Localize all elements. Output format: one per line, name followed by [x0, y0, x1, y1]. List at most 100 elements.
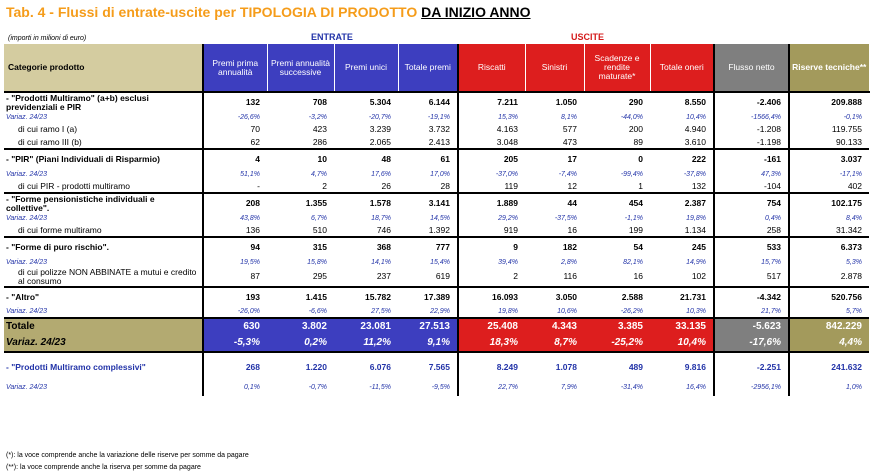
cell-value: -1.208	[714, 123, 790, 136]
spacer-cell	[4, 350, 204, 356]
cell-value: -37,8%	[650, 169, 715, 180]
cell-value: -17,6%	[714, 335, 790, 352]
cell-value: 119.755	[831, 124, 862, 135]
cell-value: 5,3%	[846, 258, 862, 266]
row-label: Variaz. 24/23	[4, 306, 204, 318]
cell-value: 29,2%	[498, 214, 518, 222]
row-label: Variaz. 24/23	[4, 379, 204, 396]
cell-value: 3.141	[398, 193, 459, 213]
header-riscatti: Riscatti	[458, 44, 526, 92]
cell-value: -1566,4%	[714, 112, 790, 123]
cell-value: 0,2%	[267, 335, 334, 352]
cell-value: 295	[312, 271, 327, 282]
cell-value: 25.408	[458, 317, 525, 336]
spacer-cell	[334, 350, 398, 356]
cell-value: 132	[245, 97, 260, 108]
cell-value: 14,9%	[650, 257, 715, 268]
cell-value: 6.144	[398, 92, 459, 112]
title-period: DA INIZIO ANNO	[421, 4, 531, 20]
cell-value: 15,3%	[498, 113, 518, 121]
cell-value: 8,7%	[525, 335, 584, 352]
cell-value: 237	[376, 271, 391, 282]
cell-value: -104	[714, 180, 790, 193]
cell-value: 1	[638, 180, 643, 191]
cell-value: -25,2%	[584, 335, 650, 352]
cell-value: 8,1%	[561, 113, 577, 121]
cell-value: 14,1%	[371, 258, 391, 266]
footnotes: (*): la voce comprende anche la variazio…	[6, 450, 249, 474]
header-premi-annualita-successive: Premi annualità successive	[267, 44, 335, 92]
cell-value: 746	[376, 224, 391, 235]
row-label: di cui PIR - prodotti multiramo	[4, 180, 204, 193]
cell-value: 2.413	[398, 136, 459, 149]
cell-value: 510	[312, 224, 327, 235]
cell-value: 54	[633, 242, 643, 253]
header-premi-unici: Premi unici	[334, 44, 399, 92]
header-sinistri: Sinistri	[525, 44, 585, 92]
cell-value: 21,7%	[714, 306, 790, 318]
total-variation-row: Variaz. 24/23 -5,3% 0,2% 11,2% 9,1% 18,3% 8,7%…	[4, 335, 869, 352]
cell-value: 286	[312, 136, 327, 147]
cell-value: 6,7%	[311, 214, 327, 222]
cell-value: 119	[504, 180, 518, 191]
cell-value: 17,0%	[398, 169, 459, 180]
cell-value: 708	[312, 97, 327, 108]
cell-value: -26,6%	[237, 113, 260, 121]
cell-value: 520.756	[831, 291, 862, 302]
cell-value: 11,2%	[334, 335, 398, 352]
cell-value: 28	[398, 180, 459, 193]
cell-value: 12	[567, 180, 577, 191]
cell-value: 6.373	[840, 242, 862, 253]
cell-value: -0,7%	[308, 384, 327, 392]
cell-value: 222	[650, 149, 715, 169]
cell-value: -26,2%	[620, 308, 643, 316]
cell-value: 44	[567, 198, 577, 209]
cell-value: 27.513	[398, 317, 459, 336]
cell-value: 1.392	[398, 224, 459, 237]
cell-value: 136	[245, 224, 260, 235]
cell-value: 3.732	[398, 123, 459, 136]
cell-value: 5.304	[369, 97, 391, 108]
cell-value: -7,4%	[558, 170, 577, 178]
spacer-cell	[584, 350, 650, 356]
cell-value: 89	[633, 136, 643, 147]
row-label: - "Prodotti Multiramo" (a+b) esclusi pre…	[4, 92, 204, 112]
flows-table: Categorie prodotto Premi prima annualità…	[4, 44, 870, 396]
cell-value: -5,3%	[203, 335, 267, 352]
cell-value: 842.229	[789, 317, 869, 336]
row-label: di cui ramo III (b)	[4, 136, 204, 149]
footnote-1: (*): la voce comprende anche la variazio…	[6, 452, 249, 459]
cell-value: 4.343	[525, 317, 584, 336]
cell-value: -2.406	[714, 92, 790, 112]
subtotal-row: di cui ramo I (a) 70 423 3.239 3.732 4.163 577…	[4, 123, 869, 136]
cell-value: 208	[245, 198, 260, 209]
cell-value: 777	[398, 237, 459, 257]
cell-value: 82,1%	[623, 258, 643, 266]
multiramo-complessivi-row: - "Prodotti Multiramo complessivi" 268 1.2…	[4, 355, 869, 380]
cell-value: 315	[312, 242, 327, 253]
spacer-cell	[203, 350, 267, 356]
cell-value: 2	[513, 271, 518, 282]
cell-value: 8.249	[496, 362, 518, 373]
cell-value: 0,4%	[714, 213, 790, 224]
header-row: Categorie prodotto Premi prima annualità…	[4, 44, 870, 92]
row-label: - "PIR" (Piani Individuali di Risparmio)	[4, 149, 204, 169]
cell-value: 9,1%	[398, 335, 459, 352]
cell-value: 33.135	[650, 317, 715, 336]
cell-value: 4	[255, 154, 260, 165]
row-label: Variaz. 24/23	[4, 213, 204, 224]
cell-value: 577	[562, 124, 577, 135]
row-label: Variaz. 24/23	[4, 112, 204, 123]
cell-value: 132	[650, 180, 715, 193]
cell-value: 209.888	[831, 97, 862, 108]
cell-value: 7.211	[497, 97, 518, 108]
variation-row: Variaz. 24/23 51,1% 4,7% 17,6% 17,0% -37,0% -7…	[4, 169, 869, 180]
cell-value: 10,4%	[650, 335, 715, 352]
cell-value: 16,4%	[650, 379, 715, 396]
total-row: Totale 630 3.802 23.081 27.513 25.408 4.343 3.3…	[4, 317, 869, 336]
row-label: Variaz. 24/23	[4, 335, 204, 352]
cell-value: 2.387	[650, 193, 715, 213]
cell-value: 8,4%	[846, 214, 862, 222]
cell-value: 10	[317, 154, 327, 165]
cell-value: 268	[245, 362, 260, 373]
